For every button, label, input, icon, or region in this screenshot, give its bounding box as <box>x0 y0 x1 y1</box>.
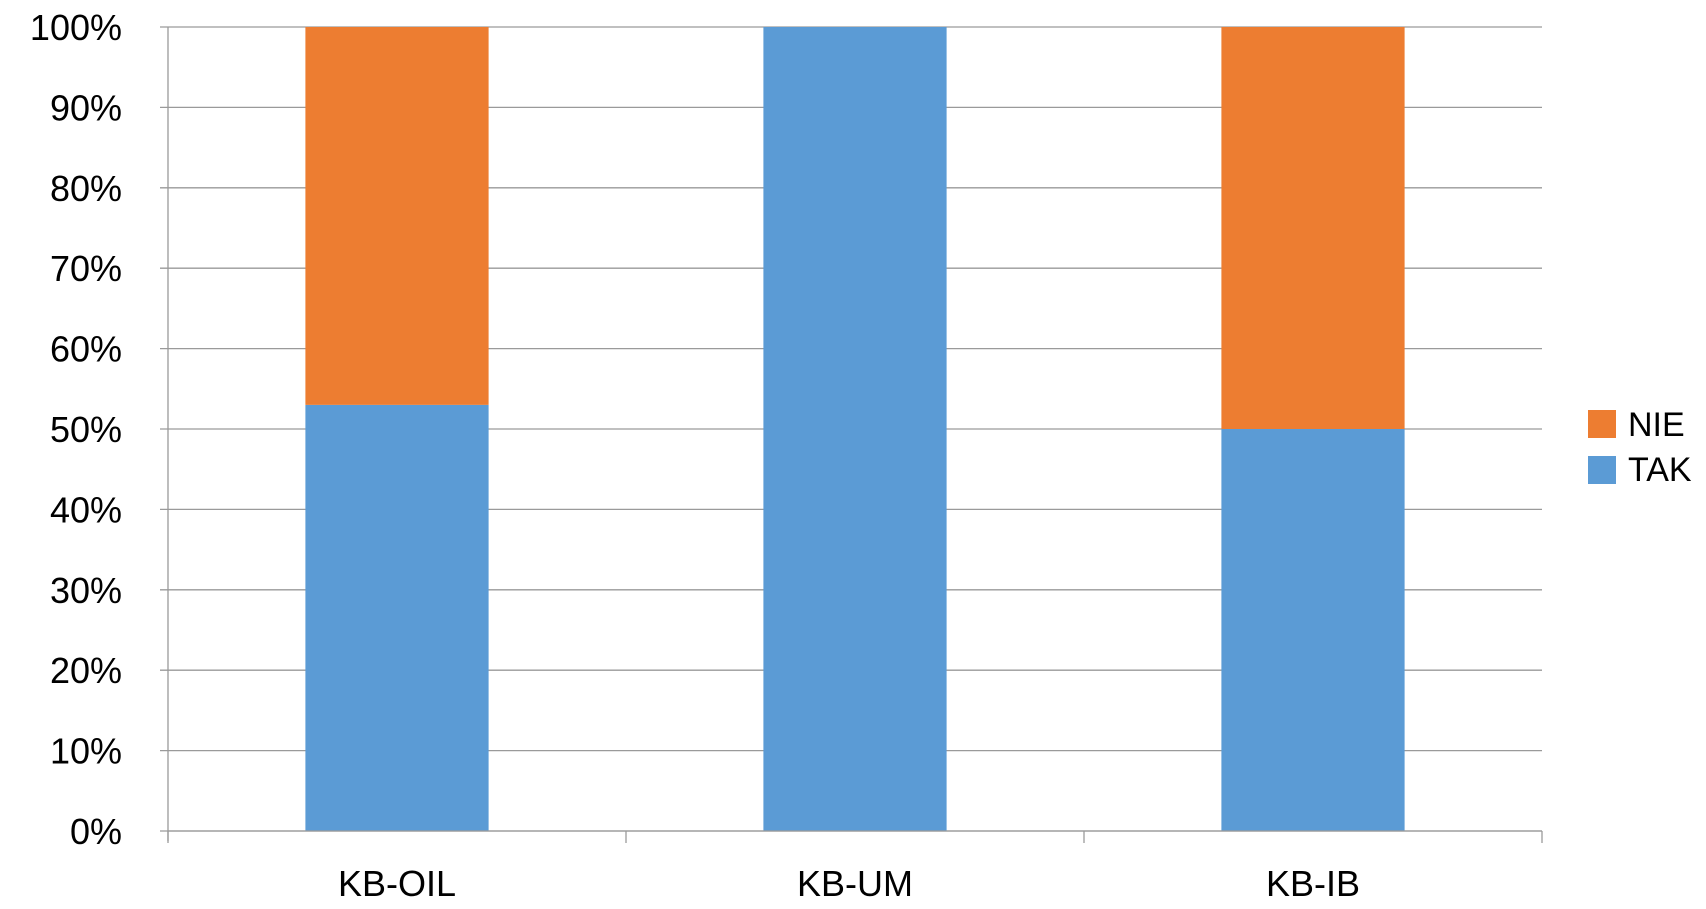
y-axis: 0% 10% 20% 30% 40% 50% 60% 70% 80% 90% 100% <box>30 7 169 852</box>
bar-nie-kb-ib <box>1221 27 1405 429</box>
bar-tak-kb-ib <box>1221 429 1405 831</box>
y-tick-label: 60% <box>50 329 122 370</box>
legend: NIE TAK <box>1588 406 1692 489</box>
y-tick-label: 20% <box>50 650 122 691</box>
bar-nie-kb-oil <box>305 27 489 405</box>
legend-swatch-tak <box>1588 456 1616 484</box>
y-tick-label: 40% <box>50 489 122 530</box>
y-tick-label: 0% <box>70 811 122 852</box>
y-tick-label: 80% <box>50 168 122 209</box>
legend-swatch-nie <box>1588 410 1616 438</box>
x-category-label: KB-OIL <box>338 863 456 904</box>
y-tick-label: 100% <box>30 7 122 48</box>
bar-tak-kb-oil <box>305 404 489 831</box>
x-category-label: KB-UM <box>797 863 913 904</box>
y-tick-label: 90% <box>50 87 122 128</box>
bar-tak-kb-um <box>763 27 947 831</box>
legend-label-nie: NIE <box>1628 406 1685 444</box>
y-tick-label: 10% <box>50 731 122 772</box>
y-tick-label: 30% <box>50 570 122 611</box>
legend-label-tak: TAK <box>1628 451 1692 489</box>
x-axis: KB-OIL KB-UM KB-IB <box>167 830 1543 904</box>
bars <box>305 27 1405 831</box>
y-tick-label: 70% <box>50 248 122 289</box>
y-tick-label: 50% <box>50 409 122 450</box>
x-category-label: KB-IB <box>1266 863 1360 904</box>
